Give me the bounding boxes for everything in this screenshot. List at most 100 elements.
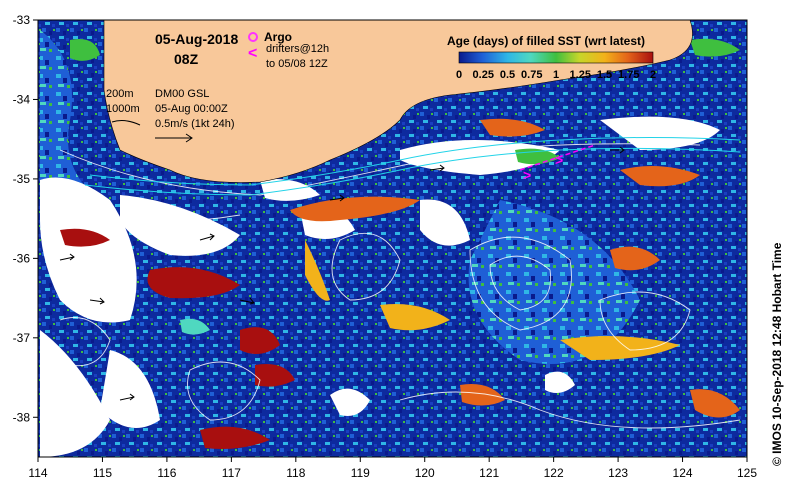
argo-legend: Argo — [248, 30, 292, 44]
current-arrow — [59, 253, 75, 261]
drifter-sublabel: to 05/08 12Z — [266, 58, 328, 70]
age-band — [60, 228, 110, 247]
drifter-track: > > — [519, 144, 596, 183]
cloud-gap — [100, 350, 160, 428]
colorbar-title: Age (days) of filled SST (wrt latest) — [447, 34, 645, 48]
current-arrow — [119, 393, 135, 401]
colorbar-tick-label: 1 — [553, 69, 559, 81]
argo-label: Argo — [264, 30, 292, 44]
eddy-contour — [469, 236, 572, 331]
y-tick-label: -35 — [13, 172, 31, 186]
eddy-contour — [599, 291, 691, 351]
y-tick-label: -33 — [13, 13, 31, 27]
age-band — [380, 304, 450, 331]
product-valid-time: 05-Aug 00:00Z — [155, 103, 228, 115]
map-date: 05-Aug-2018 — [155, 31, 238, 47]
cloud-gap — [600, 116, 720, 150]
current-arrow — [429, 164, 445, 172]
cloud-gap — [545, 371, 575, 394]
drifter-symbol: > — [523, 167, 531, 183]
isobath-legend: 200m 1000m — [106, 88, 140, 115]
current-arrow — [199, 233, 215, 241]
y-tick-label: -37 — [13, 331, 31, 345]
eddy-contour — [187, 361, 261, 421]
title-block: 05-Aug-2018 08Z — [155, 31, 238, 67]
product-name: DM00 GSL — [155, 88, 209, 100]
age-band — [147, 267, 240, 299]
ocean-patch-center — [468, 200, 640, 364]
drifter-icon: < — [248, 45, 257, 62]
colorbar-tick-label: 1.25 — [570, 69, 591, 81]
x-tick-label: 125 — [737, 466, 757, 480]
colorbar-tick-label: 0 — [456, 69, 462, 81]
isobath-1000m-label: 1000m — [106, 103, 140, 115]
age-band — [690, 389, 740, 418]
x-tick-label: 114 — [28, 466, 47, 480]
colorbar-ticks: 0 0.25 0.5 0.75 1 1.25 1.5 1.75 2 — [456, 69, 656, 81]
age-band — [305, 240, 330, 301]
age-band — [255, 364, 295, 387]
colorbar-tick-label: 1.75 — [618, 69, 639, 81]
plot-frame — [37, 19, 748, 458]
x-tick-label: 119 — [351, 466, 370, 480]
sst-field: > > — [38, 20, 747, 457]
colorbar-ramp — [458, 51, 654, 64]
cloud-gaps — [40, 116, 720, 457]
colorbar-tick-label: 2 — [650, 69, 656, 81]
drifter-label: drifters@12h — [266, 43, 329, 55]
y-axis: -33 -34 -35 -36 -37 -38 — [13, 13, 38, 424]
green-patches — [70, 38, 740, 335]
x-axis: 114 115 116 117 118 119 120 121 122 123 124 125 — [28, 457, 757, 480]
credit-text: © IMOS 10-Sep-2018 12:48 Hobart Time — [770, 242, 784, 466]
current-arrows — [59, 146, 625, 401]
isobath-200m-label: 200m — [106, 88, 134, 100]
colorbar-tick-label: 0.25 — [473, 69, 494, 81]
cloud-gap — [330, 388, 370, 416]
streamline — [69, 209, 241, 222]
x-tick-label: 118 — [286, 466, 305, 480]
current-arrow — [610, 146, 625, 154]
y-tick-label: -38 — [13, 410, 31, 424]
age-patch — [690, 38, 740, 57]
colorbar-tick-label: 1.5 — [597, 69, 612, 81]
map-time: 08Z — [174, 51, 199, 67]
y-tick-label: -34 — [13, 92, 31, 106]
product-info: DM00 GSL 05-Aug 00:00Z 0.5m/s (1kt 24h) — [111, 88, 234, 143]
argo-icon — [248, 32, 258, 42]
age-band — [560, 336, 680, 360]
age-band — [200, 426, 270, 449]
current-arrow — [239, 297, 255, 305]
colorbar-tick-label: 0.5 — [500, 69, 515, 81]
age-band — [480, 118, 545, 137]
drifter-path — [519, 144, 596, 171]
streamline — [399, 391, 741, 429]
cloud-gap — [400, 140, 560, 175]
eddy-contour — [489, 255, 552, 311]
y-tick-label: -36 — [13, 251, 31, 265]
scale-arrow-small — [111, 120, 141, 126]
age-band — [290, 196, 420, 222]
x-tick-label: 115 — [93, 466, 112, 480]
x-tick-label: 121 — [479, 466, 499, 480]
current-arrow — [329, 194, 345, 202]
x-tick-label: 123 — [608, 466, 628, 480]
velocity-scale-label: 0.5m/s (1kt 24h) — [155, 118, 234, 130]
age-band — [240, 327, 280, 354]
x-tick-label: 124 — [673, 466, 693, 480]
x-tick-label: 116 — [157, 466, 176, 480]
drifter-symbol: > — [555, 152, 563, 168]
age-patch — [180, 318, 210, 335]
age-patch — [70, 39, 100, 61]
colorbar-tick-label: 0.75 — [521, 69, 542, 81]
age-band — [610, 246, 660, 271]
cloud-gap — [120, 195, 240, 256]
drifter-legend: < drifters@12h to 05/08 12Z — [248, 43, 329, 70]
aged-bands — [60, 118, 740, 449]
eddy-contour — [331, 232, 401, 301]
cloud-gap — [40, 177, 137, 323]
age-band — [460, 384, 505, 406]
current-arrow — [89, 297, 105, 305]
